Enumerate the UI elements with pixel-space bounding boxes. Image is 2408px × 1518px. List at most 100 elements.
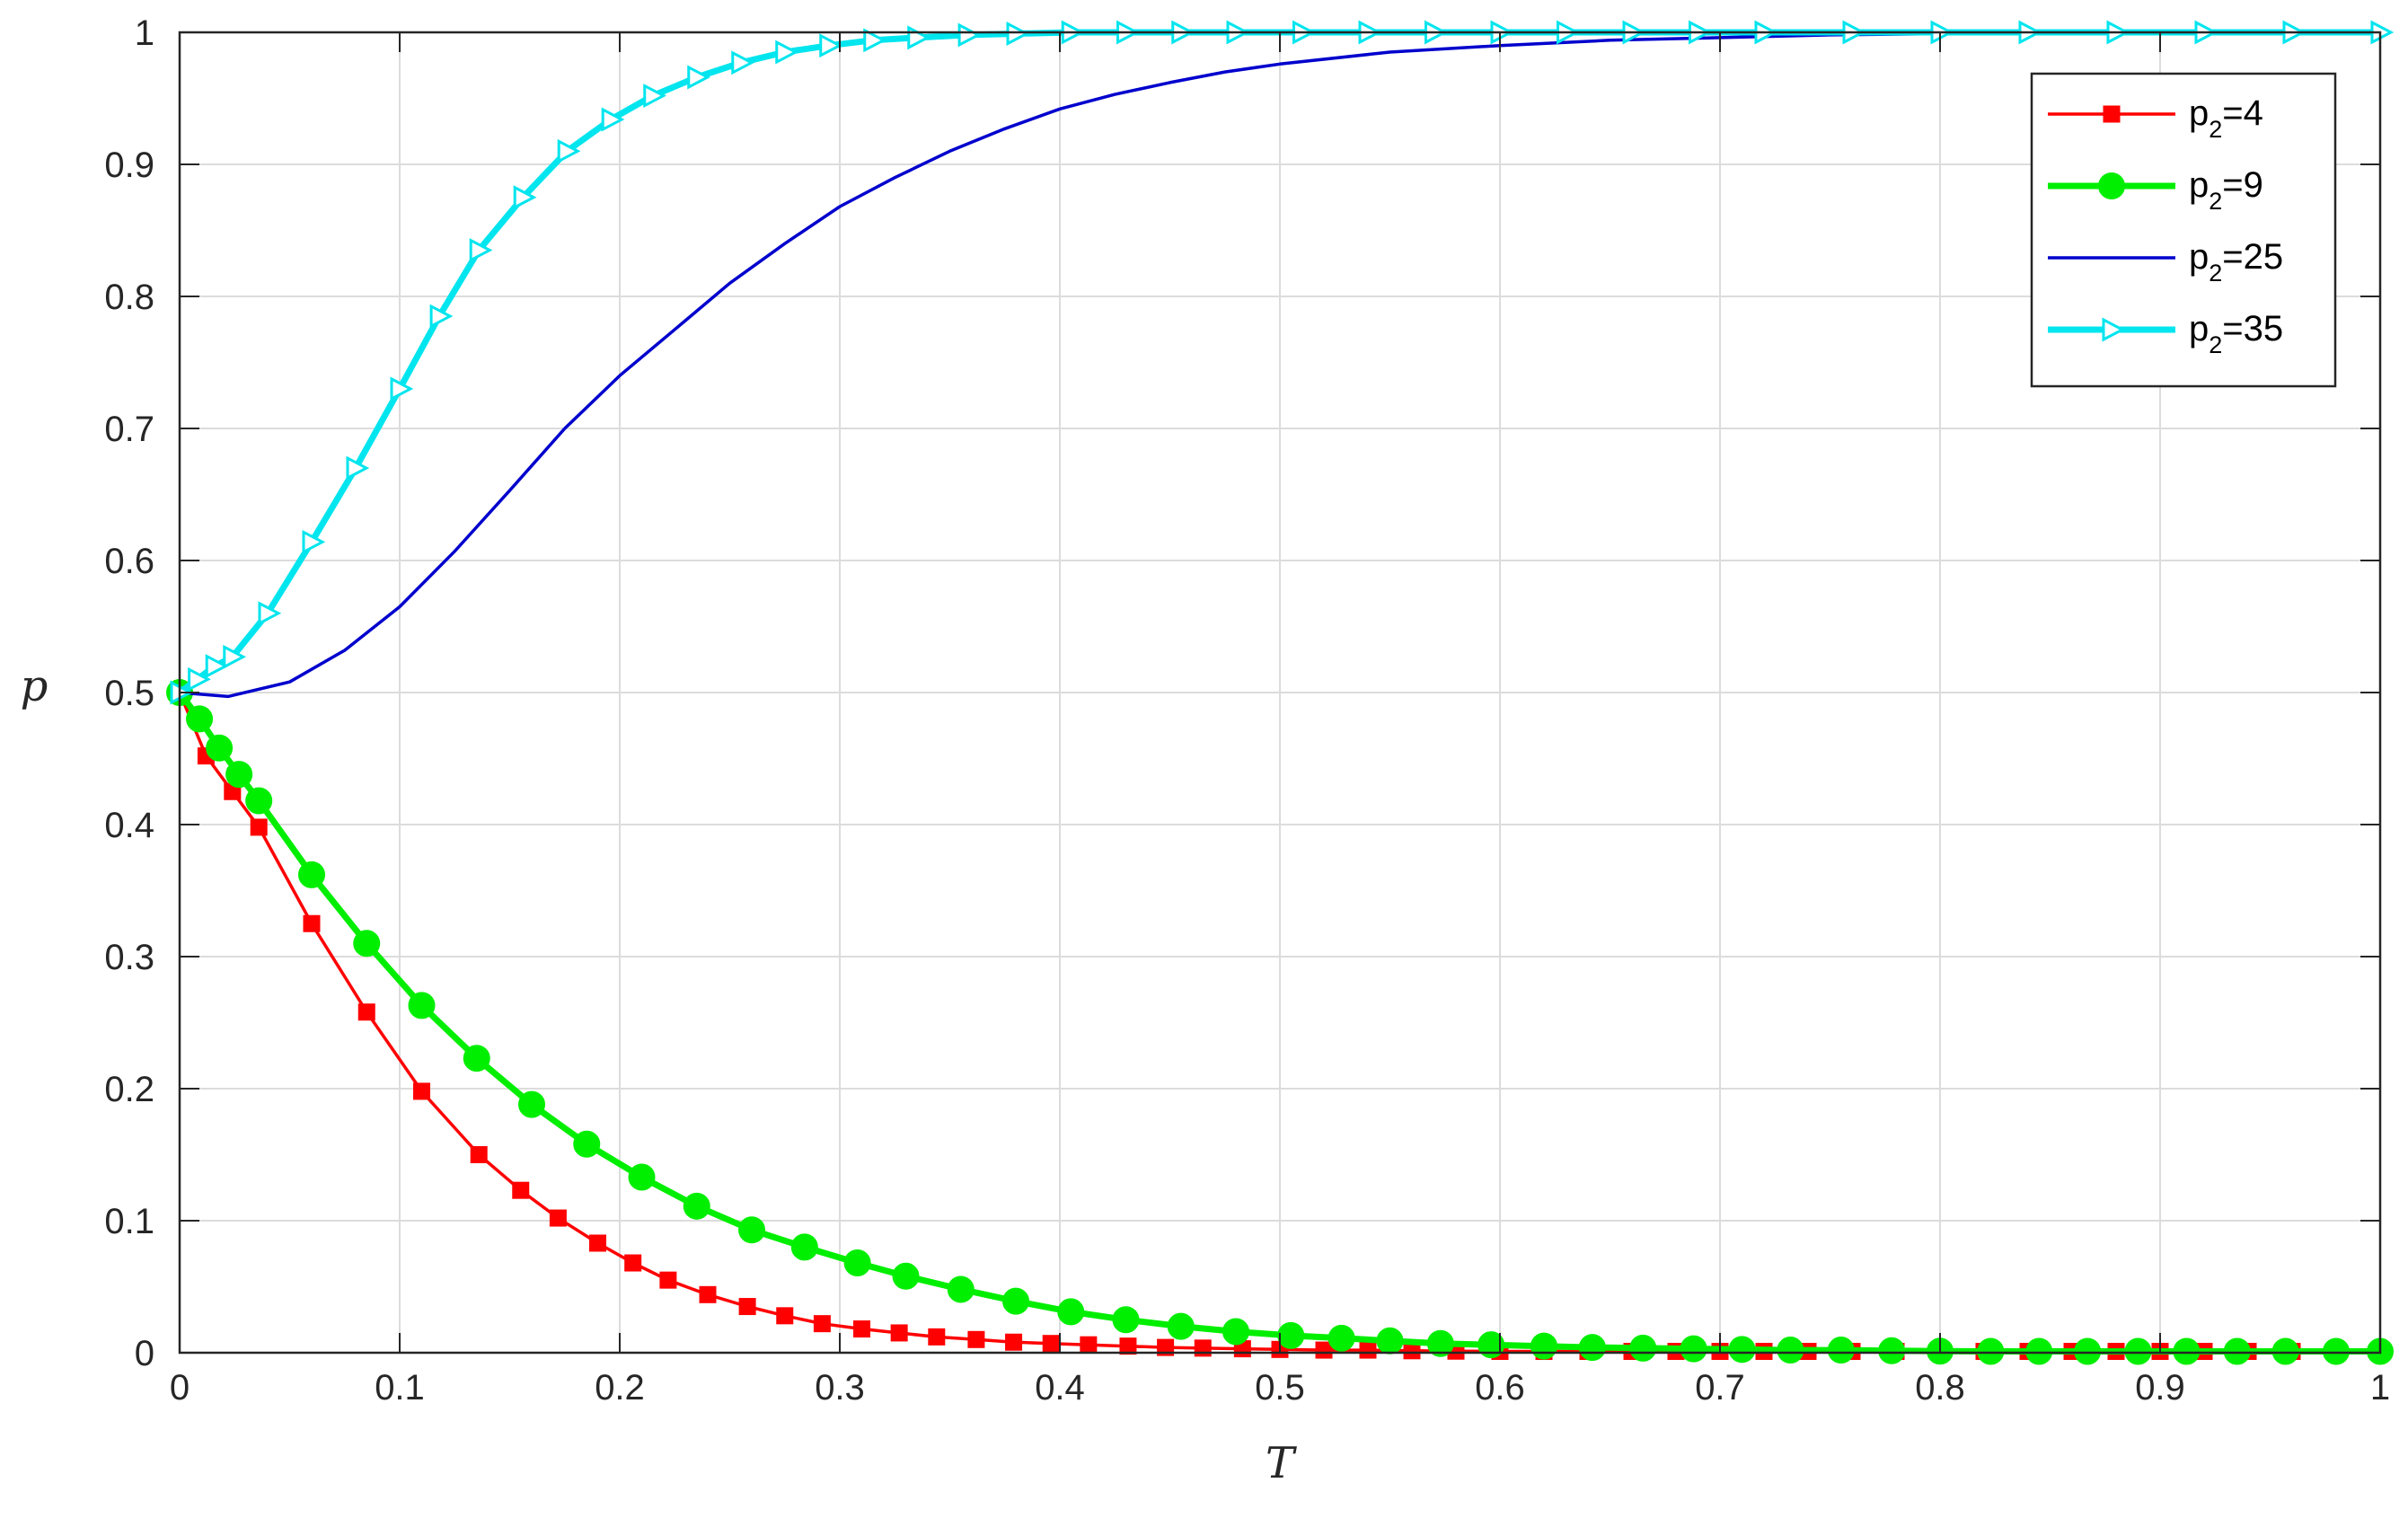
data-point <box>1977 1337 2005 1365</box>
y-tick-label: 0.7 <box>104 410 154 449</box>
legend-label-main: p <box>2189 93 2209 133</box>
data-point <box>659 1271 677 1289</box>
data-point <box>738 1216 765 1244</box>
legend-item: p2=4 <box>2048 93 2263 143</box>
data-point <box>1728 1336 1756 1364</box>
data-point <box>1315 1341 1333 1359</box>
data-point <box>601 107 625 132</box>
series-line <box>177 690 2380 1355</box>
data-point <box>1530 1332 1557 1360</box>
data-point <box>843 1249 871 1277</box>
data-point <box>1426 1329 1454 1357</box>
legend-swatch-marker <box>2098 172 2125 199</box>
data-point <box>947 1275 975 1303</box>
data-point <box>302 529 326 554</box>
data-point <box>188 666 211 692</box>
x-tick-labels: 0 0.1 0.2 0.3 0.4 0.5 0.6 0.7 0.8 0.9 1 <box>170 1368 2390 1408</box>
y-tick-label: 0.4 <box>104 806 154 845</box>
data-point <box>2323 1337 2350 1365</box>
data-point <box>225 761 253 789</box>
data-point <box>346 455 370 481</box>
data-point <box>2271 1337 2299 1365</box>
legend-label-subscript: 2 <box>2209 331 2222 358</box>
legend-swatch-marker <box>2103 105 2121 123</box>
axis-ticks <box>179 31 2381 1354</box>
data-point <box>683 1192 710 1220</box>
y-axis-label: p <box>21 661 49 711</box>
data-point <box>1680 1335 1707 1363</box>
data-point <box>628 1163 656 1191</box>
data-point <box>863 28 886 53</box>
data-point <box>408 992 436 1019</box>
data-point <box>892 1262 920 1290</box>
legend-item: p2=25 <box>2048 237 2283 287</box>
data-point <box>512 1181 530 1199</box>
x-tick-label: 0.4 <box>1035 1368 1085 1408</box>
x-tick-label: 0.2 <box>595 1368 645 1408</box>
legend-label: p2=4 <box>2189 93 2263 143</box>
legend-box <box>2030 72 2337 388</box>
data-point <box>250 818 268 836</box>
data-point <box>1327 1324 1355 1352</box>
data-point <box>357 1003 375 1021</box>
data-point <box>738 1298 756 1316</box>
data-point <box>413 1082 430 1100</box>
data-point <box>1827 1337 1855 1364</box>
series-1-group <box>166 679 2394 1365</box>
legend-item: p2=9 <box>2048 165 2263 215</box>
data-point <box>1359 1341 1377 1359</box>
legend-label-main: p <box>2189 309 2209 349</box>
data-point <box>1080 1336 1098 1354</box>
data-point <box>699 1285 717 1303</box>
legend-label-main: p <box>2189 165 2209 205</box>
y-tick-label: 0 <box>135 1334 154 1373</box>
data-point <box>1629 1334 1657 1362</box>
data-point <box>1167 1312 1195 1340</box>
legend-label-rest: =35 <box>2222 309 2283 349</box>
data-point <box>186 705 214 733</box>
data-point <box>1112 1306 1140 1334</box>
data-point <box>775 40 798 65</box>
data-point <box>967 1330 985 1348</box>
data-point <box>731 50 754 75</box>
data-point <box>1376 1327 1404 1355</box>
data-point <box>819 33 842 58</box>
data-point <box>1222 1318 1249 1346</box>
data-point <box>643 84 666 109</box>
data-point <box>687 65 710 90</box>
data-point <box>470 1146 488 1163</box>
x-tick-label: 0.1 <box>375 1368 425 1408</box>
x-tick-label: 0.7 <box>1695 1368 1745 1408</box>
data-point <box>776 1307 794 1325</box>
data-point <box>1878 1337 1906 1364</box>
data-point <box>518 1090 545 1118</box>
data-point <box>469 238 493 263</box>
data-point <box>303 914 321 932</box>
data-point <box>2124 1337 2152 1365</box>
y-tick-label: 0.3 <box>104 938 154 977</box>
legend-label-rest: =25 <box>2222 237 2283 277</box>
legend-label-main: p <box>2189 237 2209 277</box>
data-point <box>206 734 234 762</box>
data-point <box>624 1254 642 1272</box>
data-point <box>573 1130 601 1158</box>
legend-label-rest: =4 <box>2222 93 2263 133</box>
y-tick-label: 0.9 <box>104 146 154 185</box>
data-point <box>2173 1337 2201 1365</box>
data-point <box>205 654 229 679</box>
data-point <box>1578 1334 1606 1362</box>
x-tick-label: 0.5 <box>1255 1368 1305 1408</box>
x-tick-label: 0.3 <box>815 1368 865 1408</box>
legend-label-rest: =9 <box>2222 165 2263 205</box>
x-axis-label: T <box>1266 1438 1297 1488</box>
data-point <box>1157 1338 1175 1356</box>
data-point <box>258 601 282 626</box>
y-tick-label: 0.1 <box>104 1202 154 1241</box>
data-point <box>223 644 247 669</box>
data-point <box>589 1234 606 1252</box>
data-point <box>1006 21 1030 46</box>
y-tick-label: 0.5 <box>104 674 154 713</box>
data-point <box>429 304 454 329</box>
